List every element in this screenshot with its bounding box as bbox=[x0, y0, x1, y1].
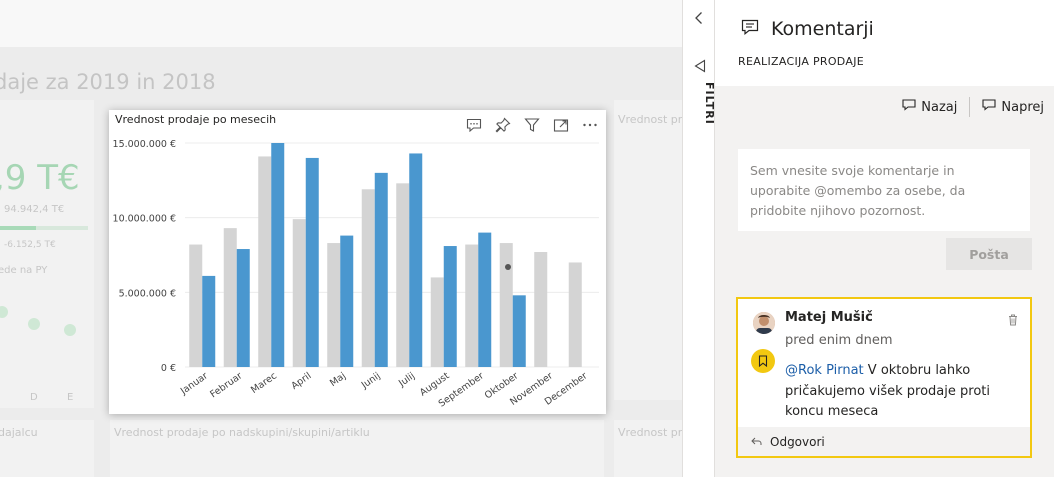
bg-tile-title: dajalcu bbox=[0, 426, 38, 439]
comments-visual-name: REALIZACIJA PRODAJE bbox=[738, 55, 864, 68]
report-page-title: daje za 2019 in 2018 bbox=[0, 70, 216, 94]
bar[interactable] bbox=[478, 232, 492, 367]
x-tick-label: Januar bbox=[178, 370, 210, 397]
bg-scatter-point bbox=[64, 324, 76, 336]
comment-mention[interactable]: @Rok Pirnat bbox=[785, 363, 864, 378]
bookmark-icon[interactable] bbox=[751, 349, 775, 373]
bg-axis-letter: D bbox=[30, 392, 38, 403]
comment-next-icon bbox=[982, 99, 996, 115]
y-tick-label: 5.000.000 € bbox=[119, 288, 176, 299]
x-tick-label: April bbox=[289, 370, 313, 391]
bar[interactable] bbox=[568, 262, 582, 367]
bar[interactable] bbox=[534, 252, 548, 367]
reply-label: Odgovori bbox=[770, 434, 825, 449]
bar[interactable] bbox=[202, 275, 216, 367]
comments-title: Komentarji bbox=[771, 18, 874, 40]
filters-pane-collapsed[interactable]: FILTRI bbox=[682, 0, 716, 477]
bar[interactable] bbox=[258, 156, 272, 367]
comment-card[interactable]: Matej Mušič pred enim dnem @Rok Pirnat V… bbox=[736, 297, 1032, 458]
bar[interactable] bbox=[443, 246, 457, 367]
bg-tile-title: Vrednost prodaje po nadskupini/skupini/a… bbox=[114, 426, 370, 439]
y-tick-label: 15.000.000 € bbox=[113, 139, 176, 150]
pin-icon[interactable] bbox=[493, 116, 513, 134]
chart-visual-card[interactable]: 0 € 5.000.000 € 10.000.000 € 15.000.000 € Ja… bbox=[109, 110, 606, 414]
nav-divider bbox=[969, 97, 971, 117]
bg-tile bbox=[110, 420, 604, 477]
bar[interactable] bbox=[340, 235, 354, 367]
kpi-value: ,9 T€ bbox=[0, 158, 80, 198]
comments-body: Nazaj Naprej Sem vnesite svoje komentarj… bbox=[715, 86, 1054, 477]
cursor-marker bbox=[505, 264, 511, 270]
bg-tile-title: Vrednost prodaje bbox=[618, 113, 682, 126]
bar[interactable] bbox=[271, 143, 285, 367]
bar[interactable] bbox=[512, 295, 526, 367]
comment-timestamp: pred enim dnem bbox=[785, 333, 893, 348]
reply-icon bbox=[751, 435, 762, 449]
visual-header-toolbar bbox=[464, 116, 600, 134]
bar[interactable] bbox=[223, 228, 237, 367]
comment-back-icon bbox=[902, 99, 916, 115]
bg-axis-letter: E bbox=[67, 392, 74, 403]
bar[interactable] bbox=[189, 244, 203, 367]
y-tick-label: 10.000.000 € bbox=[113, 214, 176, 225]
report-topbar bbox=[0, 0, 682, 47]
x-tick-label: Maj bbox=[328, 370, 348, 389]
bar[interactable] bbox=[236, 249, 250, 367]
bar-chart: 0 € 5.000.000 € 10.000.000 € 15.000.000 € Ja… bbox=[113, 139, 599, 410]
comment-icon[interactable] bbox=[464, 116, 484, 134]
filters-label[interactable]: FILTRI bbox=[703, 82, 716, 125]
reply-button[interactable]: Odgovori bbox=[738, 427, 1030, 456]
comment-text: @Rok Pirnat V oktobru lahko pričakujemo … bbox=[785, 361, 1015, 423]
x-tick-label: Junij bbox=[359, 370, 383, 391]
bar[interactable] bbox=[499, 243, 513, 367]
next-button[interactable]: Naprej bbox=[982, 99, 1044, 115]
comment-body: V oktobru lahko pričakujemo višek prodaj… bbox=[785, 363, 990, 419]
trash-icon[interactable] bbox=[1008, 311, 1018, 330]
bg-scatter-point bbox=[0, 306, 8, 318]
post-button[interactable]: Pošta bbox=[946, 238, 1032, 270]
x-tick-label: Marec bbox=[249, 370, 279, 396]
bar[interactable] bbox=[465, 244, 479, 367]
kpi-progress-track bbox=[0, 226, 88, 230]
kpi-difference: -6.152,5 T€ bbox=[4, 240, 56, 250]
bar[interactable] bbox=[409, 153, 423, 367]
bar[interactable] bbox=[430, 277, 444, 367]
comment-navigation: Nazaj Naprej bbox=[902, 97, 1044, 117]
kpi-tile bbox=[0, 100, 94, 408]
bar[interactable] bbox=[374, 172, 388, 367]
bar[interactable] bbox=[292, 219, 306, 367]
kpi-target: 94.942,4 T€ bbox=[4, 204, 65, 215]
bar[interactable] bbox=[361, 189, 375, 367]
bg-tile bbox=[0, 420, 94, 477]
next-label: Naprej bbox=[1001, 99, 1044, 115]
bg-scatter-point bbox=[28, 318, 40, 330]
bar[interactable] bbox=[396, 183, 410, 367]
chevron-left-icon[interactable] bbox=[694, 10, 704, 29]
bar[interactable] bbox=[327, 243, 341, 367]
avatar bbox=[753, 312, 775, 334]
focus-mode-icon[interactable] bbox=[551, 116, 571, 134]
comment-input[interactable]: Sem vnesite svoje komentarje in uporabit… bbox=[738, 149, 1030, 231]
bar[interactable] bbox=[305, 157, 319, 367]
comments-pane: Komentarji REALIZACIJA PRODAJE Nazaj Nap… bbox=[715, 0, 1054, 477]
comment-author: Matej Mušič bbox=[785, 310, 873, 325]
y-tick-label: 0 € bbox=[161, 363, 176, 374]
bg-tile-title: Vrednost prodaje bbox=[618, 426, 682, 439]
bg-tile bbox=[614, 420, 682, 477]
x-tick-label: Februar bbox=[208, 370, 244, 400]
chart-title: Vrednost prodaje po mesecih bbox=[115, 113, 277, 126]
back-button[interactable]: Nazaj bbox=[902, 99, 957, 115]
more-options-icon[interactable] bbox=[580, 116, 600, 134]
bg-tile bbox=[614, 100, 682, 400]
kpi-progress-fill bbox=[0, 226, 36, 230]
kpi-compare-label: ede na PY bbox=[0, 265, 48, 276]
back-label: Nazaj bbox=[921, 99, 958, 115]
filter-pane-icon[interactable] bbox=[694, 58, 706, 77]
comment-icon bbox=[741, 19, 759, 39]
x-tick-label: Julij bbox=[396, 370, 417, 389]
comments-header: Komentarji bbox=[741, 18, 874, 40]
filter-icon[interactable] bbox=[522, 116, 542, 134]
